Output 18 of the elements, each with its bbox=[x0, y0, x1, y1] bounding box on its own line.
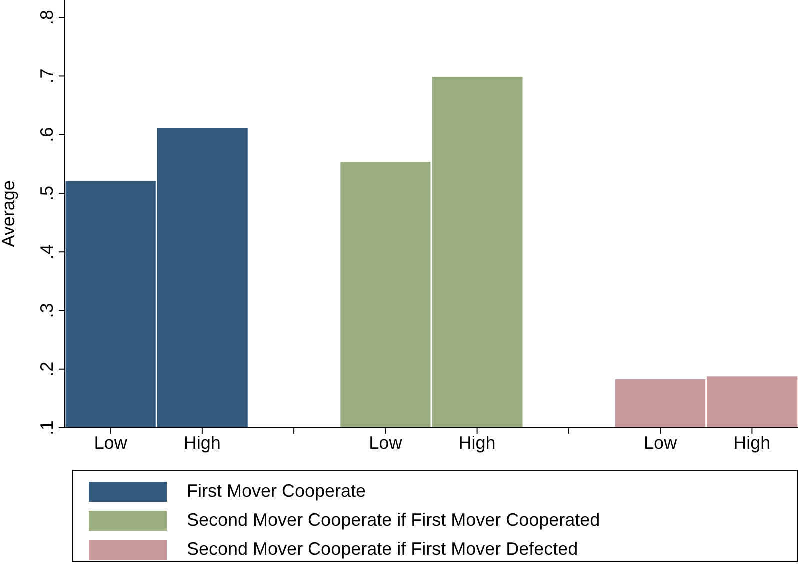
y-tick-label: .6 bbox=[37, 127, 57, 142]
x-tick-label: Low bbox=[369, 432, 404, 453]
legend-label: First Mover Cooperate bbox=[187, 481, 366, 502]
y-tick-label: .5 bbox=[37, 186, 57, 201]
x-tick-label: Low bbox=[94, 432, 128, 453]
x-tick-label: High bbox=[458, 432, 496, 453]
x-tick-label: Low bbox=[644, 432, 678, 453]
legend-label: Second Mover Cooperate if First Mover Defected bbox=[187, 539, 578, 560]
y-tick-label: .3 bbox=[37, 303, 57, 318]
x-tick-label: High bbox=[734, 432, 771, 453]
y-axis-title: Average bbox=[0, 180, 18, 248]
legend-label: Second Mover Cooperate if First Mover Cooperated bbox=[187, 510, 600, 531]
x-tick-label: High bbox=[184, 432, 221, 453]
y-tick-label: .1 bbox=[37, 420, 57, 436]
y-tick-label: .4 bbox=[37, 244, 57, 260]
y-tick-label: .7 bbox=[37, 68, 57, 84]
y-tick-label: .2 bbox=[37, 362, 57, 377]
y-tick-label: .8 bbox=[37, 10, 57, 26]
